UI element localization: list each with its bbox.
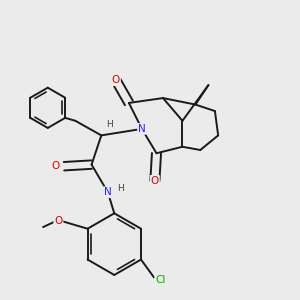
Text: Cl: Cl [155, 275, 166, 285]
Text: N: N [138, 124, 146, 134]
Text: O: O [151, 176, 159, 186]
Text: O: O [54, 216, 62, 226]
Text: H: H [117, 184, 124, 194]
Text: O: O [52, 161, 60, 171]
Text: H: H [106, 119, 113, 128]
Text: O: O [112, 75, 120, 85]
Text: N: N [104, 187, 112, 197]
